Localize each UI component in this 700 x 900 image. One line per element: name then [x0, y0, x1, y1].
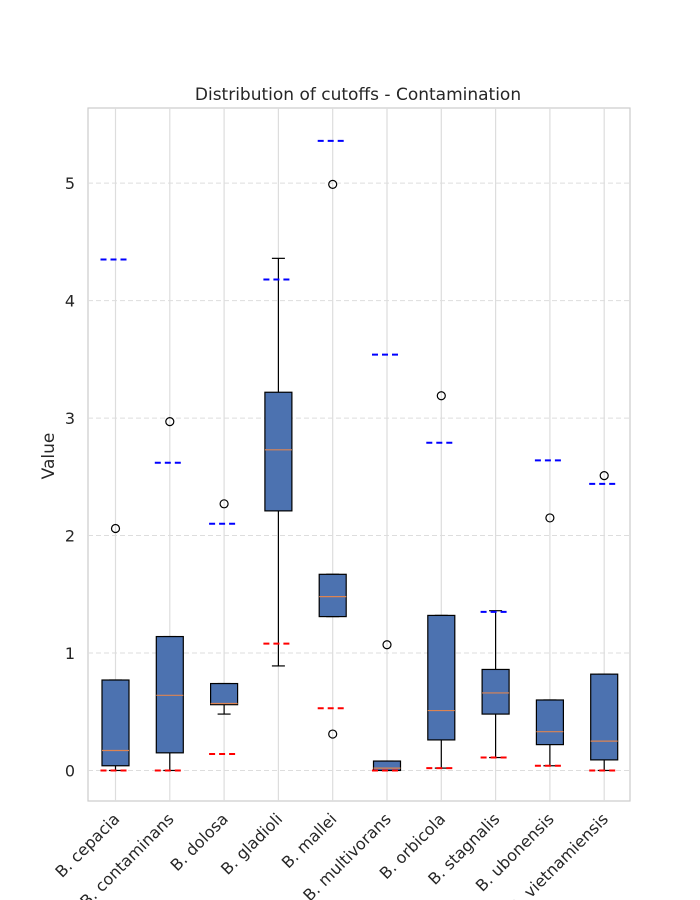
outlier-point: [165, 417, 175, 427]
outlier-point: [545, 513, 555, 523]
box: [210, 682, 239, 706]
y-axis-ticks: 0 1 2 3 4 5: [65, 174, 75, 780]
box-group: [101, 179, 619, 772]
box: [481, 668, 510, 715]
box: [427, 614, 456, 741]
outlier-point: [328, 729, 338, 739]
outlier-point: [382, 640, 392, 650]
box: [318, 573, 347, 618]
y-tick-label: 3: [65, 409, 75, 428]
box: [101, 679, 130, 767]
y-tick-label: 5: [65, 174, 75, 193]
cutoff-markers: [100, 139, 620, 772]
y-axis-label: Value: [39, 433, 59, 480]
y-tick-label: 0: [65, 761, 75, 780]
outlier-point: [219, 499, 229, 509]
box: [590, 673, 619, 761]
box: [535, 699, 565, 746]
outlier-point: [110, 523, 121, 534]
outlier-point: [599, 471, 609, 481]
y-tick-label: 2: [65, 527, 75, 546]
chart-title: Distribution of cutoffs - Contamination: [195, 85, 521, 105]
y-tick-label: 1: [65, 644, 75, 663]
outlier-point: [436, 391, 446, 401]
outlier-point: [328, 179, 338, 189]
y-tick-label: 4: [65, 292, 75, 311]
box: [372, 760, 402, 772]
box: [264, 391, 293, 512]
